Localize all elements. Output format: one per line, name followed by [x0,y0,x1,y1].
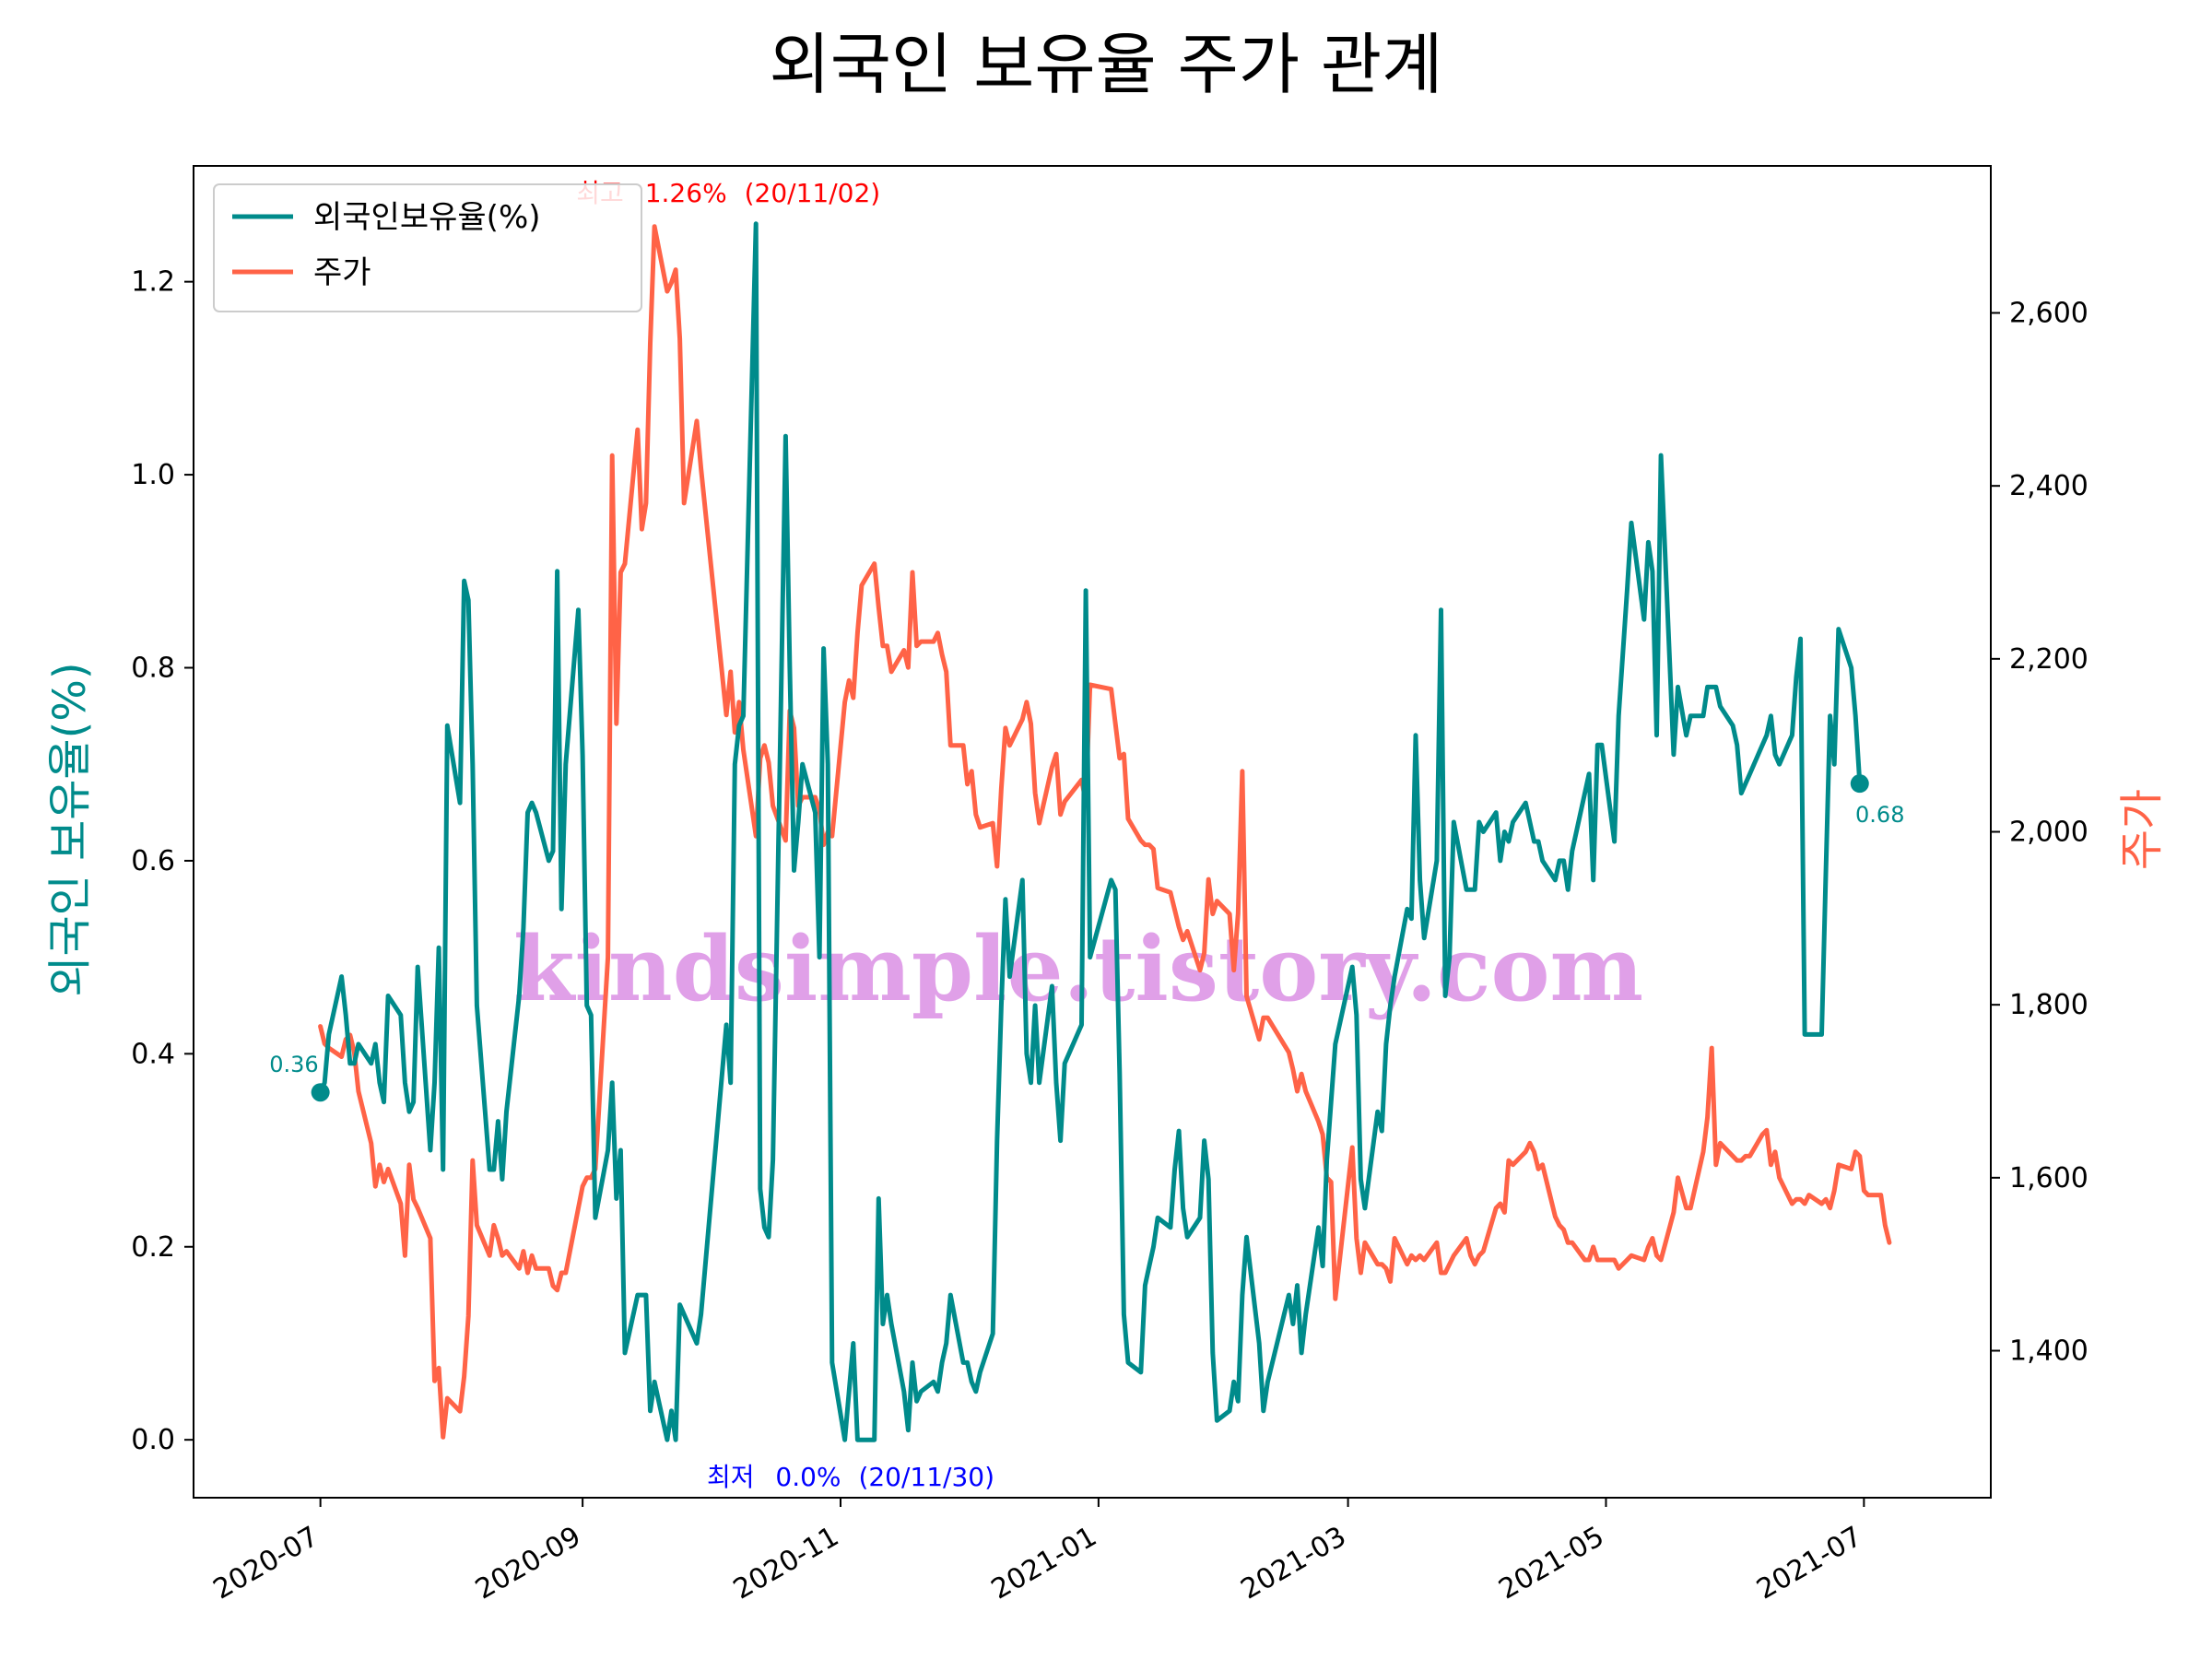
series-line-price [318,224,1892,1440]
y-axis-right-label: 주가 [2116,789,2168,870]
watermark-layer: kindsimple.tistory.com [513,917,1643,1021]
watermark-text: kindsimple.tistory.com [513,917,1643,1021]
y-left-tick-label: 1.0 [131,459,175,491]
y-right-tick-label: 2,200 [2009,643,2088,676]
y-axis-left: 0.0 0.2 0.4 0.6 0.8 1.0 1.2 [131,266,194,1456]
max-annotation-date: (20/11/02) [745,178,881,208]
legend-box [213,183,642,312]
legend-label-foreign-ratio: 외국인보유율(%) [313,199,541,236]
annotation-layer: 최고 1.26% (20/11/02) 최저 0.0% (20/11/30) 0… [269,178,1904,1492]
legend-label-price: 주가 [313,254,371,291]
series-line-foreign-ratio [318,221,1863,1442]
y-left-tick-label: 0.6 [131,845,175,877]
min-annotation-value: 0.0% [775,1462,841,1492]
y-left-tick-label: 0.0 [131,1424,175,1456]
min-annotation: 최저 0.0% (20/11/30) [707,1462,994,1492]
y-right-tick-label: 2,000 [2009,817,2088,849]
y-left-tick-label: 0.2 [131,1231,175,1264]
y-right-tick-label: 2,600 [2009,298,2088,330]
y-axis-left-label: 외국인 보유율(%) [44,662,96,996]
start-value-label: 0.36 [269,1052,318,1077]
y-left-tick-label: 0.4 [131,1038,175,1070]
min-annotation-label: 최저 [707,1462,755,1492]
y-axis-right: 1,400 1,600 1,800 2,000 2,200 2,400 2,600 [1991,298,2088,1367]
chart-title: 외국인 보유율 주가 관계 [769,26,1442,103]
max-annotation: 최고 1.26% (20/11/02) [576,178,880,208]
min-annotation-date: (20/11/30) [858,1462,994,1492]
max-annotation-value: 1.26% [645,178,727,208]
legend: 외국인보유율(%) 주가 [213,183,642,312]
end-point-marker [1850,774,1869,794]
y-right-tick-label: 2,400 [2009,470,2088,502]
y-left-tick-label: 0.8 [131,652,175,684]
y-right-tick-label: 1,600 [2009,1162,2088,1194]
y-left-tick-label: 1.2 [131,266,175,299]
end-value-label: 0.68 [1855,802,1904,828]
start-point-marker [311,1083,330,1102]
series-layer [311,221,1892,1442]
y-right-tick-label: 1,400 [2009,1335,2088,1367]
y-right-tick-label: 1,800 [2009,989,2088,1021]
